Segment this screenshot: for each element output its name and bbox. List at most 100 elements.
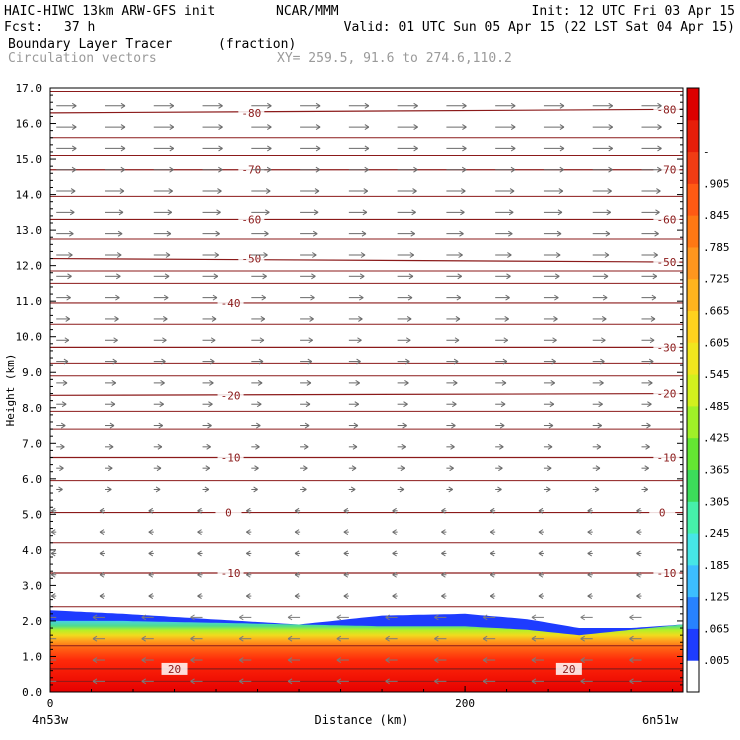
circulation-vector-head: [218, 124, 223, 128]
circulation-vector-head: [92, 657, 98, 661]
circulation-vector-head: [462, 147, 467, 152]
circulation-vector-head: [657, 105, 662, 109]
circulation-vector-head: [312, 252, 317, 256]
circulation-vector-head: [267, 147, 272, 152]
circulation-vector-head: [629, 638, 634, 642]
circulation-vector-head: [190, 678, 195, 682]
colorbar-label: .905: [703, 177, 730, 190]
circulation-vector-head: [261, 294, 266, 299]
circulation-vector-head: [264, 230, 269, 235]
circulation-vector-head: [159, 401, 164, 405]
circulation-vector-head: [489, 531, 495, 536]
circulation-vector-head: [267, 145, 272, 149]
circulation-vector-head: [120, 169, 126, 173]
circulation-vector-head: [303, 446, 309, 450]
circulation-vector-head: [246, 529, 251, 533]
circulation-vector-head: [109, 425, 115, 429]
circulation-vector-head: [312, 233, 318, 237]
circulation-vector-head: [462, 124, 467, 128]
contour-label: 0: [659, 507, 666, 520]
colorbar-label: .245: [703, 527, 730, 540]
circulation-vector-head: [239, 614, 244, 618]
circulation-vector-head: [538, 510, 544, 514]
contour-label: 20: [168, 663, 181, 676]
circulation-vector-head: [358, 294, 364, 299]
circulation-vector-head: [169, 124, 175, 128]
circulation-vector-head: [310, 297, 315, 301]
circulation-vector-head: [489, 507, 495, 512]
circulation-vector-head: [441, 550, 446, 554]
circulation-vector-head: [287, 635, 293, 640]
circulation-vector-head: [355, 379, 360, 384]
circulation-vector-head: [260, 316, 266, 320]
circulation-vector-head: [460, 211, 465, 216]
circulation-vector-head: [120, 124, 126, 128]
circulation-vector-head: [303, 443, 309, 448]
org-label: NCAR/MMM: [276, 4, 339, 19]
circulation-vector-head: [506, 273, 511, 277]
circulation-vector-head: [114, 316, 119, 320]
circulation-vector-head: [315, 124, 321, 128]
circulation-vector-head: [399, 489, 405, 493]
circulation-vector-head: [64, 339, 70, 344]
circulation-vector-head: [141, 659, 147, 663]
circulation-vector-head: [267, 105, 272, 109]
circulation-vector-head: [294, 550, 300, 554]
x-axis: Distance (km) 4n53w 6n51w 0 200: [32, 686, 679, 727]
circulation-vector-head: [629, 635, 634, 640]
circulation-vector-head: [304, 425, 310, 429]
colorbar-label: -: [703, 146, 710, 159]
colorbar-swatch: [687, 278, 699, 312]
circulation-vector-head: [294, 510, 300, 514]
circulation-vector-head: [120, 102, 126, 107]
circulation-vector-head: [148, 593, 154, 597]
circulation-vector-head: [217, 188, 222, 192]
circulation-vector-head: [510, 105, 516, 109]
circulation-vector-head: [239, 680, 244, 685]
circulation-vector-head: [510, 102, 516, 107]
circulation-vector-head: [315, 147, 321, 152]
colorbar-swatch: [687, 564, 699, 598]
circulation-vector-head: [413, 102, 418, 107]
circulation-vector-head: [50, 531, 56, 536]
colorbar-swatch: [687, 183, 699, 216]
circulation-vector-head: [71, 169, 77, 173]
circulation-vector-head: [497, 486, 502, 490]
circulation-vector-head: [413, 124, 418, 128]
circulation-vector-head: [163, 294, 169, 299]
circulation-vector-head: [580, 657, 585, 661]
circulation-vector-head: [209, 379, 214, 384]
circulation-vector-head: [636, 593, 641, 597]
circulation-vector-head: [400, 467, 406, 472]
circulation-vector-head: [656, 190, 661, 194]
circulation-vector-head: [456, 294, 462, 299]
circulation-vector-head: [434, 638, 439, 642]
circulation-vector-head: [313, 211, 319, 216]
contour-label: 20: [562, 663, 575, 676]
circulation-vector-head: [218, 147, 223, 152]
circulation-vector-head: [71, 102, 77, 107]
circulation-vector-head: [549, 403, 555, 408]
circulation-vector-head: [205, 467, 211, 472]
circulation-vector-head: [50, 574, 56, 578]
circulation-vector-head: [657, 126, 662, 131]
colorbar-swatch: [687, 437, 699, 470]
circulation-vector-head: [509, 190, 515, 194]
circulation-vector-head: [99, 553, 105, 557]
circulation-vector-head: [206, 443, 211, 448]
circulation-vector-head: [353, 425, 359, 429]
circulation-vector-head: [554, 294, 559, 299]
circulation-vector-head: [587, 550, 592, 554]
circulation-vector-head: [361, 233, 367, 237]
circulation-vector-head: [459, 230, 464, 235]
circulation-vector-head: [545, 489, 551, 493]
circulation-vector-head: [461, 190, 466, 194]
circulation-vector-head: [197, 553, 202, 557]
circulation-vector-head: [306, 382, 312, 386]
circulation-vector-head: [603, 275, 609, 280]
circulation-vector-head: [68, 254, 73, 258]
circulation-vector-head: [408, 275, 414, 280]
circulation-vector-head: [434, 678, 439, 682]
circulation-vector-head: [401, 446, 406, 450]
circulation-vector-head: [362, 209, 368, 213]
